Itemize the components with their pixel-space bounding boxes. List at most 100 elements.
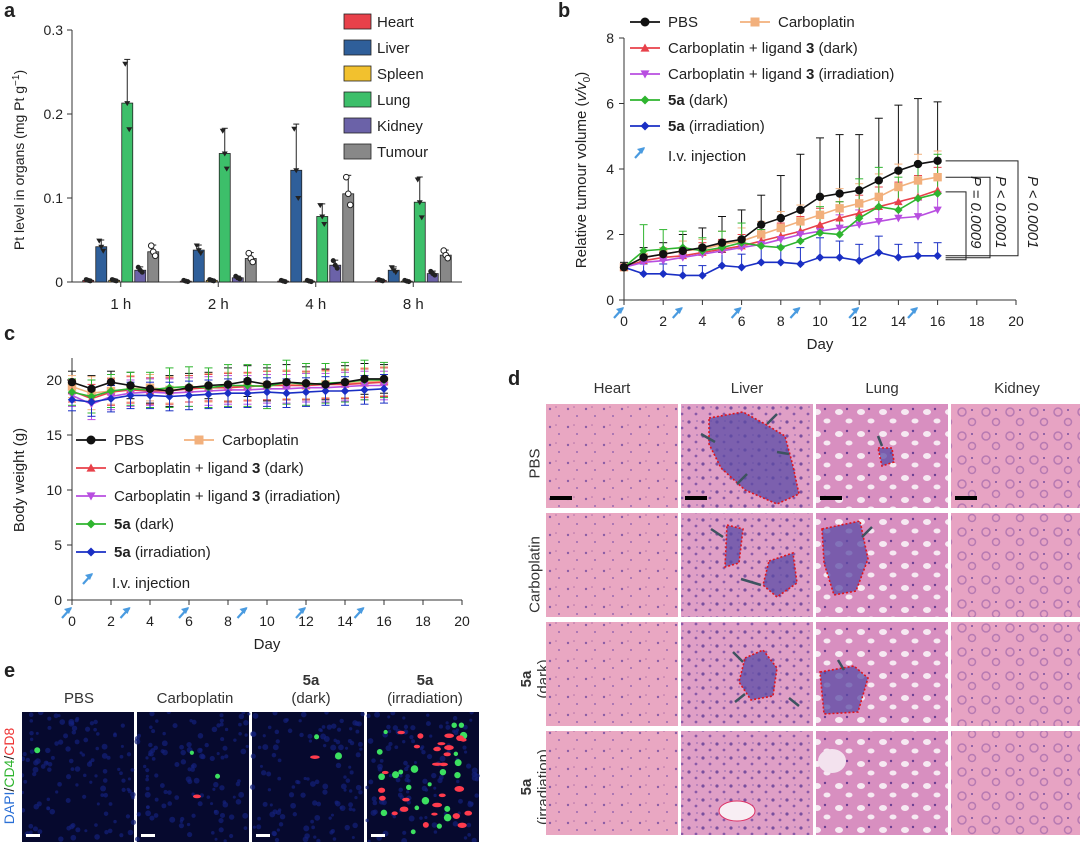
- y-tick-label: 0: [55, 274, 63, 290]
- dapi-nucleus: [312, 800, 318, 806]
- data-point: [321, 222, 328, 228]
- dapi-nucleus: [130, 768, 135, 772]
- dapi-nucleus: [277, 758, 282, 763]
- dapi-nucleus: [154, 797, 159, 802]
- dapi-nucleus: [386, 724, 391, 730]
- cd8-cell: [438, 793, 446, 798]
- cd4-cell: [458, 722, 465, 728]
- dapi-nucleus: [367, 839, 371, 842]
- dapi-nucleus: [106, 755, 111, 760]
- dapi-nucleus: [466, 822, 472, 828]
- dapi-nucleus: [220, 755, 225, 760]
- column-header-liver: Liver: [730, 380, 764, 397]
- cd8-cell: [457, 822, 467, 828]
- liver-lesion-carbo-1: [724, 523, 744, 569]
- dapi-nucleus: [155, 719, 159, 723]
- dapi-nucleus: [153, 745, 158, 751]
- histology-image: [546, 622, 678, 726]
- dapi-nucleus: [219, 718, 224, 723]
- fluor-header-pbs: PBS: [63, 690, 94, 707]
- lesion-arrow: [732, 651, 744, 663]
- x-tick-label: 2: [659, 313, 667, 329]
- data-point: [346, 201, 354, 209]
- cd4-cell: [443, 813, 452, 822]
- legend-label-bold: 5a: [114, 544, 131, 561]
- x-tick-label: 1 h: [110, 296, 131, 313]
- cd4-cell: [376, 748, 383, 755]
- data-point: [392, 270, 399, 276]
- legend-label-post: (irradiation): [685, 118, 765, 135]
- x-tick-label: 20: [454, 613, 470, 629]
- legend-marker-irr3: [86, 492, 96, 501]
- data-point: [193, 243, 200, 249]
- point-pbs: [717, 238, 727, 247]
- dapi-nucleus: [348, 765, 352, 769]
- data-point: [293, 168, 300, 174]
- cd8-cell: [310, 755, 320, 759]
- data-point: [388, 265, 395, 271]
- dapi-nucleus: [23, 779, 28, 784]
- dapi-nucleus: [216, 723, 221, 728]
- data-point: [147, 242, 155, 250]
- legend-swatch-spleen: [343, 65, 372, 82]
- point-irr5a: [184, 391, 194, 400]
- legend-label-irr5a: 5a (irradiation): [668, 118, 765, 135]
- dapi-nucleus: [29, 749, 35, 754]
- bar-liver: [192, 249, 205, 283]
- dapi-nucleus: [398, 773, 403, 778]
- dapi-nucleus: [145, 756, 149, 760]
- dapi-nucleus: [193, 777, 200, 784]
- dapi-nucleus: [22, 756, 26, 762]
- point-pbs: [184, 383, 194, 392]
- dapi-nucleus: [352, 720, 358, 726]
- dapi-nucleus: [172, 723, 178, 729]
- dapi-nucleus: [399, 795, 405, 800]
- legend-label-pre: Carboplatin + ligand: [668, 66, 806, 83]
- data-point: [219, 128, 226, 134]
- dapi-nucleus: [95, 746, 100, 751]
- cd4-cell: [414, 805, 420, 811]
- cd4-cell: [34, 747, 41, 754]
- data-point: [151, 252, 159, 260]
- data-point: [295, 196, 302, 201]
- dapi-nucleus: [387, 715, 391, 719]
- point-dark5a: [835, 230, 844, 239]
- dapi-nucleus: [278, 822, 284, 827]
- dapi-nucleus: [174, 762, 180, 767]
- legend-label-carbo: Carboplatin: [778, 14, 855, 31]
- point-pbs: [243, 376, 252, 386]
- scale-bar: [256, 834, 270, 837]
- dapi-nucleus: [101, 753, 108, 759]
- legend-label-dark5a: 5a (dark): [114, 516, 174, 533]
- dapi-nucleus: [355, 784, 362, 791]
- legend-label-dark3: Carboplatin + ligand 3 (dark): [668, 40, 858, 57]
- dapi-nucleus: [348, 807, 353, 811]
- dapi-nucleus: [29, 719, 34, 723]
- dapi-nucleus: [243, 720, 249, 726]
- point-irr3: [835, 224, 844, 233]
- dapi-nucleus: [22, 773, 25, 778]
- dapi-nucleus: [191, 792, 195, 796]
- point-irr5a: [815, 253, 825, 262]
- dapi-nucleus: [250, 753, 256, 759]
- dapi-nucleus: [306, 777, 310, 781]
- dapi-nucleus: [46, 797, 51, 802]
- x-tick-label: 14: [891, 313, 907, 329]
- data-point: [319, 214, 326, 220]
- cd4-cell: [439, 768, 447, 776]
- injection-arrow-head: [851, 307, 860, 314]
- legend-injection-arrow-head: [637, 147, 645, 154]
- dapi-nucleus: [127, 777, 132, 781]
- dapi-nucleus: [308, 739, 313, 743]
- injection-arrow-head: [616, 307, 624, 314]
- lesion-arrow: [740, 577, 762, 587]
- dapi-nucleus: [314, 779, 320, 785]
- point-pbs: [835, 189, 844, 198]
- dapi-nucleus: [191, 719, 197, 725]
- dapi-nucleus: [467, 832, 472, 837]
- dapi-nucleus: [148, 742, 153, 748]
- dapi-nucleus: [304, 833, 310, 839]
- data-point: [223, 166, 230, 172]
- lung-lesion-5a-dark: [819, 665, 869, 715]
- dapi-nucleus: [229, 833, 234, 839]
